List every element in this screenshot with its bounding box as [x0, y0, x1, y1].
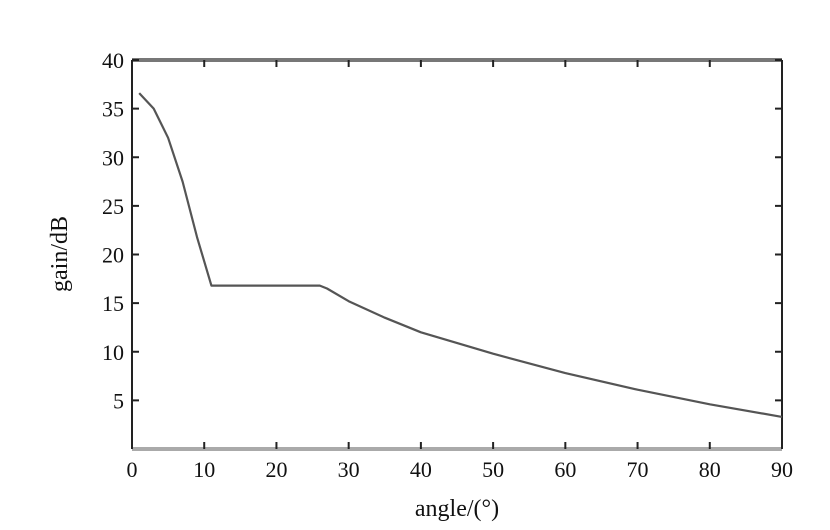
x-tick-label: 80: [699, 457, 721, 482]
y-tick-label: 15: [102, 291, 124, 316]
x-tick-label: 60: [554, 457, 576, 482]
y-tick-label: 25: [102, 194, 124, 219]
x-tick-label: 10: [193, 457, 215, 482]
x-tick-label: 50: [482, 457, 504, 482]
tick-labels: 0 10 20 30 40 50 60 70 80 90 5 10 15 20 25 30 35 40: [102, 48, 793, 482]
y-tick-label: 40: [102, 48, 124, 73]
x-tick-label: 70: [627, 457, 649, 482]
y-axis-label: gain/dB: [47, 216, 73, 292]
series: [138, 92, 783, 418]
y-tick-label: 10: [102, 340, 124, 365]
x-tick-label: 30: [338, 457, 360, 482]
ticks: [131, 59, 783, 449]
x-tick-label: 40: [410, 457, 432, 482]
y-tick-label: 5: [113, 388, 124, 413]
y-tick-label: 20: [102, 243, 124, 268]
x-tick-label: 20: [265, 457, 287, 482]
x-tick-label: 90: [771, 457, 793, 482]
x-tick-label: 0: [127, 457, 138, 482]
x-axis-label: angle/(°): [415, 496, 499, 522]
series-line: [138, 92, 783, 418]
plot-frame: [131, 58, 783, 451]
y-tick-label: 30: [102, 145, 124, 170]
y-tick-label: 35: [102, 97, 124, 122]
